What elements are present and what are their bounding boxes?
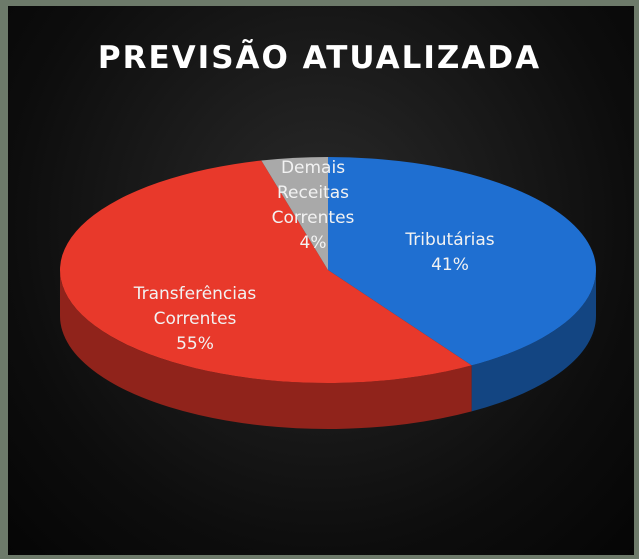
slice	[59, 160, 472, 384]
slice-label: Tributárias 41%	[385, 228, 515, 278]
chart-title: PREVISÃO ATUALIZADA	[97, 40, 542, 76]
category-label: Demais Receitas Correntes	[271, 158, 355, 228]
category-label: Transferências Correntes	[133, 284, 257, 329]
value-label: 55%	[176, 334, 214, 354]
slice-label: Demais Receitas Correntes 4%	[258, 156, 368, 256]
slice	[328, 157, 596, 366]
category-label: Tributárias	[405, 230, 495, 250]
value-label: 41%	[431, 255, 469, 275]
slice-label: Transferências Correntes 55%	[110, 282, 280, 357]
slice-side	[60, 270, 472, 429]
value-label: 4%	[299, 233, 327, 253]
slice	[261, 157, 328, 270]
slice-side	[471, 270, 596, 412]
